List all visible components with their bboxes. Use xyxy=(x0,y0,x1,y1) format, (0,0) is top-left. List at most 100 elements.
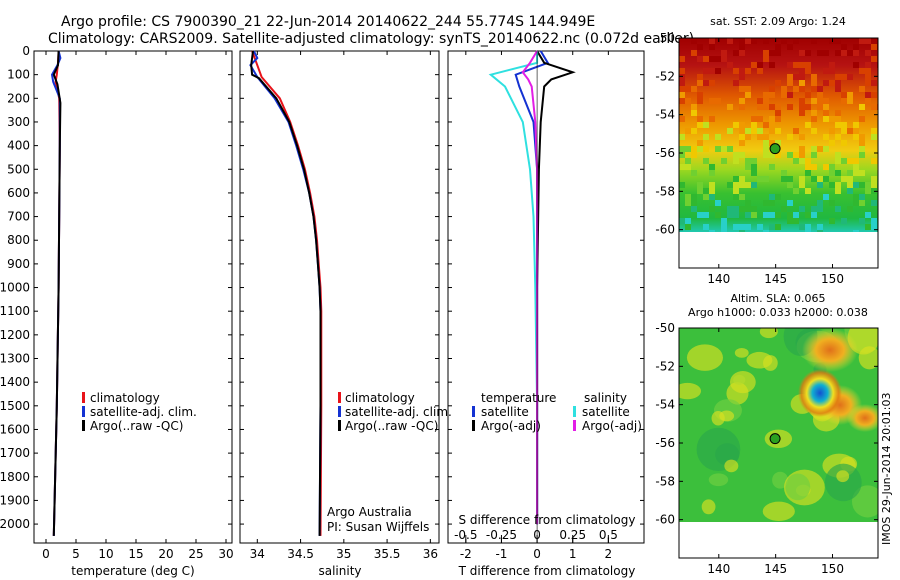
x-tick-label: 1 xyxy=(569,547,577,561)
sst-heatmap xyxy=(679,38,878,232)
top-axis-tick-label: 0.5 xyxy=(599,528,618,542)
sst-pixel xyxy=(823,194,829,200)
legend-swatch-satellite xyxy=(338,406,341,417)
sst-pixel xyxy=(715,146,721,152)
depth-tick-label: 400 xyxy=(7,139,30,153)
sst-pixel xyxy=(763,176,769,182)
sst-pixel xyxy=(859,134,865,140)
sst-pixel xyxy=(769,116,775,122)
sst-pixel xyxy=(799,104,805,110)
salinity-series xyxy=(249,50,323,536)
sst-pixel xyxy=(721,56,727,62)
sst-pixel xyxy=(721,50,727,56)
depth-tick-label: 100 xyxy=(7,68,30,82)
difference-xlabel: T difference from climatology xyxy=(458,564,636,578)
sst-pixel xyxy=(793,38,799,44)
sst-pixel xyxy=(865,212,871,218)
sst-pixel xyxy=(769,200,775,206)
sla-blob xyxy=(762,501,795,522)
sst-pixel xyxy=(871,218,877,224)
sst-pixel xyxy=(763,122,769,128)
sst-pixel xyxy=(793,218,799,224)
difference-legend: temperature salinity satellite Argo(-adj… xyxy=(472,391,642,433)
sst-pixel xyxy=(865,62,871,68)
sst-pixel xyxy=(757,68,763,74)
sst-pixel xyxy=(745,86,751,92)
sst-pixel xyxy=(859,152,865,158)
sst-pixel xyxy=(805,164,811,170)
sst-pixel xyxy=(739,140,745,146)
sst-pixel xyxy=(745,224,751,230)
sst-pixel xyxy=(769,122,775,128)
sst-pixel xyxy=(763,56,769,62)
sst-pixel xyxy=(847,50,853,56)
sst-pixel xyxy=(763,152,769,158)
sst-pixel xyxy=(703,188,709,194)
sst-pixel xyxy=(721,158,727,164)
sst-pixel xyxy=(739,98,745,104)
sst-pixel xyxy=(811,80,817,86)
sst-pixel xyxy=(733,122,739,128)
sst-pixel xyxy=(757,176,763,182)
x-tick-label: 0 xyxy=(42,547,50,561)
sst-pixel xyxy=(847,158,853,164)
sst-map-title: sat. SST: 2.09 Argo: 1.24 xyxy=(710,15,846,28)
sst-pixel xyxy=(787,182,793,188)
sst-pixel xyxy=(697,74,703,80)
sst-pixel xyxy=(685,158,691,164)
sst-pixel xyxy=(805,230,811,232)
legend-label-climatology: climatology xyxy=(345,391,415,405)
sst-pixel xyxy=(709,98,715,104)
map-y-tick-label: -56 xyxy=(655,146,675,160)
sla-blob xyxy=(679,382,702,400)
series-line-t-argo-adj- xyxy=(536,50,576,525)
sst-pixel xyxy=(763,104,769,110)
sst-pixel xyxy=(775,152,781,158)
sst-pixel xyxy=(823,146,829,152)
sst-pixel xyxy=(817,92,823,98)
sst-pixel xyxy=(805,158,811,164)
sst-pixel xyxy=(835,152,841,158)
sla-blob xyxy=(719,410,735,422)
sst-pixel xyxy=(745,38,751,44)
sst-pixel xyxy=(775,212,781,218)
sla-blob xyxy=(730,371,756,394)
sst-pixel xyxy=(691,200,697,206)
sst-pixel xyxy=(745,158,751,164)
sst-pixel xyxy=(859,116,865,122)
sst-pixel xyxy=(835,50,841,56)
sst-pixel xyxy=(835,80,841,86)
sst-pixel xyxy=(793,212,799,218)
sst-pixel xyxy=(733,212,739,218)
sst-pixel xyxy=(679,98,685,104)
sst-pixel xyxy=(871,104,877,110)
legend-title-temperature: temperature xyxy=(481,391,556,405)
sst-pixel xyxy=(835,86,841,92)
sst-pixel xyxy=(841,98,847,104)
sst-pixel xyxy=(793,152,799,158)
legend-swatch-s-argo xyxy=(573,420,576,431)
sst-pixel xyxy=(811,98,817,104)
temperature-xlabel: temperature (deg C) xyxy=(71,564,194,578)
legend-label-s-satellite: satellite xyxy=(582,405,630,419)
sst-pixel xyxy=(817,104,823,110)
sla-blob xyxy=(824,463,862,502)
sst-pixel xyxy=(715,56,721,62)
x-tick-label: 20 xyxy=(158,547,173,561)
sst-pixel xyxy=(769,194,775,200)
sst-pixel xyxy=(727,212,733,218)
sst-pixel xyxy=(685,200,691,206)
sst-pixel xyxy=(697,56,703,62)
sla-blob xyxy=(836,470,850,483)
legend-label-s-argo: Argo(-adj) xyxy=(582,419,642,433)
sst-pixel xyxy=(679,92,685,98)
legend-label-satellite: satellite-adj. clim. xyxy=(345,405,452,419)
sst-pixel xyxy=(853,158,859,164)
legend-swatch-t-satellite xyxy=(472,406,475,417)
sst-pixel xyxy=(817,206,823,212)
sst-pixel xyxy=(865,188,871,194)
sst-pixel xyxy=(811,152,817,158)
sst-pixel xyxy=(835,122,841,128)
top-axis-tick-label: -0.25 xyxy=(486,528,517,542)
figure-title-line1: Argo profile: CS 7900390_21 22-Jun-2014 … xyxy=(61,14,595,30)
